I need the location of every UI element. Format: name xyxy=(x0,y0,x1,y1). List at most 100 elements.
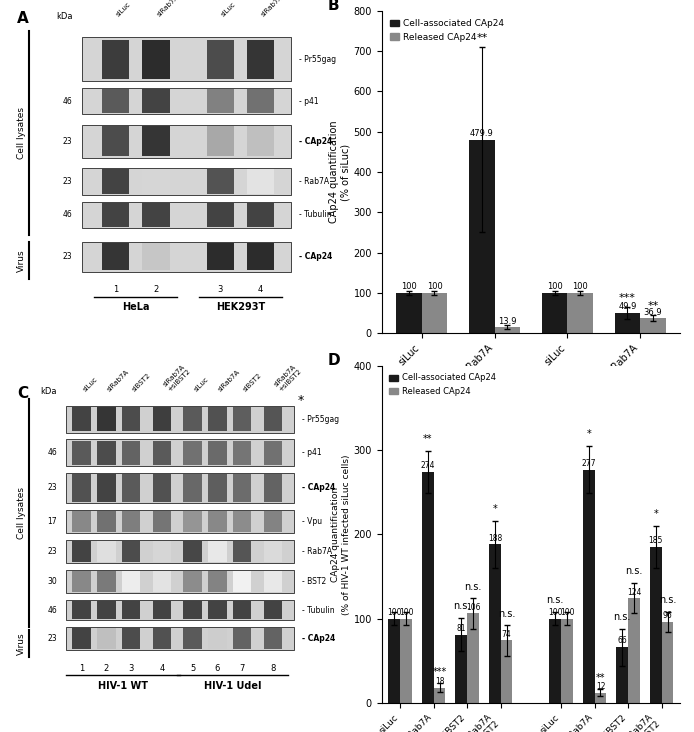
Text: - CAp24: - CAp24 xyxy=(299,137,332,146)
Bar xyxy=(82,242,291,272)
Text: 18: 18 xyxy=(434,677,444,686)
Bar xyxy=(82,88,291,114)
Bar xyxy=(121,571,140,592)
Bar xyxy=(97,541,116,562)
Text: 100: 100 xyxy=(427,283,442,291)
Bar xyxy=(97,407,116,431)
Bar xyxy=(121,474,140,501)
Bar xyxy=(208,601,226,619)
Bar xyxy=(207,126,235,157)
Bar xyxy=(232,571,251,592)
Bar xyxy=(102,203,130,227)
Bar xyxy=(121,441,140,465)
Text: 7: 7 xyxy=(239,664,245,673)
Text: 8: 8 xyxy=(270,664,276,673)
Bar xyxy=(208,571,226,592)
Bar xyxy=(142,126,169,157)
Bar xyxy=(232,628,251,649)
Bar xyxy=(469,140,495,333)
Bar xyxy=(102,126,130,157)
Text: siLuc: siLuc xyxy=(221,1,237,18)
Bar xyxy=(232,541,251,562)
Text: 4: 4 xyxy=(258,285,263,294)
Bar xyxy=(153,511,171,532)
Bar xyxy=(616,647,628,703)
Text: 479.9: 479.9 xyxy=(470,130,493,138)
Bar xyxy=(232,474,251,501)
Bar xyxy=(153,541,171,562)
Bar xyxy=(142,203,169,227)
Text: siLuc: siLuc xyxy=(193,376,210,392)
Text: n.s.: n.s. xyxy=(613,612,631,622)
Text: siBST2: siBST2 xyxy=(242,372,262,392)
Bar xyxy=(183,571,202,592)
Text: 185: 185 xyxy=(649,537,663,545)
Bar xyxy=(583,469,595,703)
Bar xyxy=(650,547,661,703)
Bar xyxy=(121,628,140,649)
Bar xyxy=(97,511,116,532)
Text: - CAp24: - CAp24 xyxy=(302,634,335,643)
Bar xyxy=(400,619,412,703)
Bar xyxy=(264,474,282,501)
Bar xyxy=(153,474,171,501)
Text: 23: 23 xyxy=(63,177,72,186)
Bar xyxy=(72,628,91,649)
Text: HEK293T: HEK293T xyxy=(575,481,632,491)
Text: 1: 1 xyxy=(113,285,118,294)
Bar xyxy=(82,37,291,81)
Bar xyxy=(183,511,202,532)
Bar xyxy=(67,627,294,650)
Bar xyxy=(550,619,561,703)
Bar xyxy=(246,169,274,193)
Text: Cell lysates: Cell lysates xyxy=(17,107,26,159)
Bar xyxy=(207,203,235,227)
Legend: Cell-associated CAp24, Released CAp24: Cell-associated CAp24, Released CAp24 xyxy=(387,15,508,45)
Bar xyxy=(246,203,274,227)
Y-axis label: CAp24 quantification
(% of HIV-1 WT infected siLuc cells): CAp24 quantification (% of HIV-1 WT infe… xyxy=(331,454,350,615)
Bar xyxy=(561,619,573,703)
Bar xyxy=(67,473,294,503)
Text: 188: 188 xyxy=(488,534,502,543)
Bar xyxy=(246,243,274,270)
Text: 13.9: 13.9 xyxy=(498,317,516,326)
Bar xyxy=(72,511,91,532)
Bar xyxy=(121,407,140,431)
Bar xyxy=(495,327,520,333)
Bar xyxy=(422,472,434,703)
Bar xyxy=(67,600,294,620)
Bar xyxy=(389,619,400,703)
Text: 17: 17 xyxy=(47,517,57,526)
Text: 66: 66 xyxy=(618,637,627,646)
Text: siRab7A: siRab7A xyxy=(260,0,285,18)
Text: n.s.: n.s. xyxy=(464,582,482,591)
Bar xyxy=(72,601,91,619)
Text: - Rab7A: - Rab7A xyxy=(299,177,329,186)
Bar xyxy=(82,124,291,158)
Text: Virus: Virus xyxy=(17,632,26,655)
Text: HIV-1 WT: HIV-1 WT xyxy=(99,681,149,690)
Bar xyxy=(67,406,294,433)
Bar xyxy=(434,687,446,703)
Bar xyxy=(153,628,171,649)
Bar xyxy=(183,628,202,649)
Text: - Pr55gag: - Pr55gag xyxy=(302,415,339,424)
Bar xyxy=(142,40,169,79)
Text: 23: 23 xyxy=(63,253,72,261)
Bar xyxy=(121,511,140,532)
Bar xyxy=(232,511,251,532)
Bar xyxy=(82,201,291,228)
Text: **: ** xyxy=(595,673,605,682)
Text: **: ** xyxy=(476,33,487,43)
Bar xyxy=(142,89,169,113)
Text: kDa: kDa xyxy=(56,12,72,21)
Text: - p41: - p41 xyxy=(299,97,319,105)
Text: siRab7A: siRab7A xyxy=(106,368,130,392)
Text: - Vpu: - Vpu xyxy=(302,517,322,526)
Text: *: * xyxy=(298,394,304,407)
Bar xyxy=(67,570,294,594)
Bar xyxy=(595,692,607,703)
Bar xyxy=(142,243,169,270)
Bar xyxy=(97,571,116,592)
Bar xyxy=(67,439,294,466)
